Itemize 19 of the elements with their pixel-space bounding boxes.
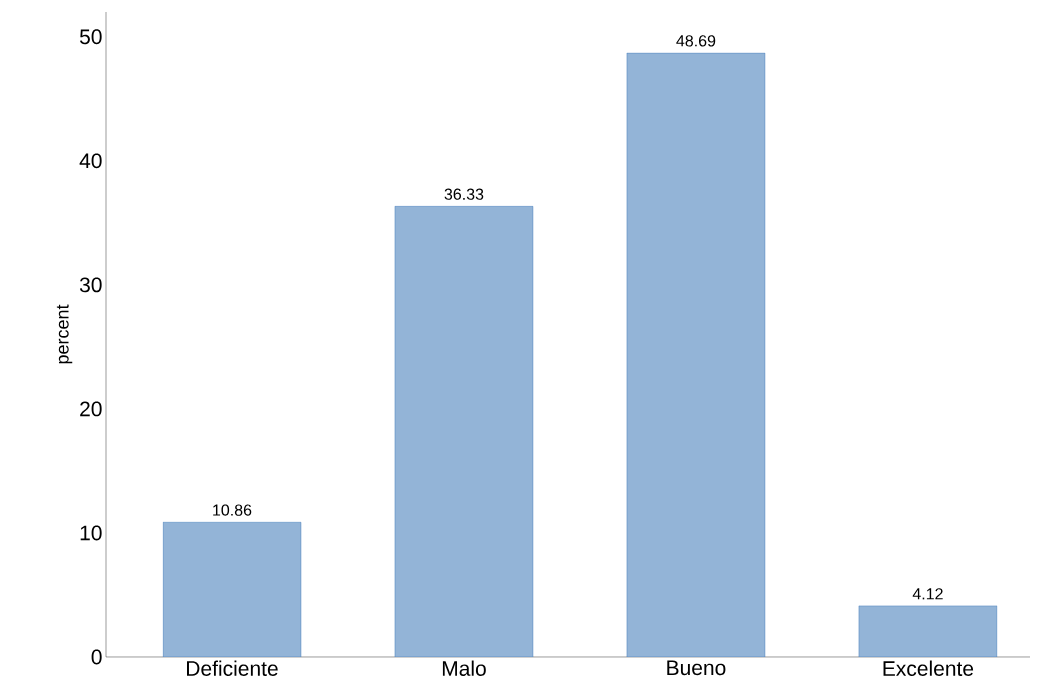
y-tick-label: 30 — [79, 277, 102, 293]
x-tick-label: Excelente — [883, 660, 974, 676]
y-tick-label: 20 — [80, 401, 102, 417]
data-label: 48.69 — [676, 35, 716, 47]
y-tick-label: 50 — [79, 29, 102, 45]
x-tick-label: Deficiente — [187, 660, 278, 676]
data-label: 4.12 — [912, 588, 943, 600]
y-tick-label: 0 — [91, 649, 102, 665]
data-label: 36.33 — [444, 188, 484, 200]
bar — [858, 605, 998, 657]
bar — [394, 206, 534, 657]
y-axis-title: percent — [56, 304, 73, 364]
y-tick-label: 10 — [80, 525, 102, 541]
data-label: 10.86 — [213, 504, 252, 516]
bar — [626, 52, 766, 657]
bar — [162, 522, 302, 657]
y-tick-label: 40 — [79, 153, 102, 169]
x-tick-label: Malo — [442, 660, 486, 676]
x-tick-label: Bueno — [667, 660, 726, 676]
